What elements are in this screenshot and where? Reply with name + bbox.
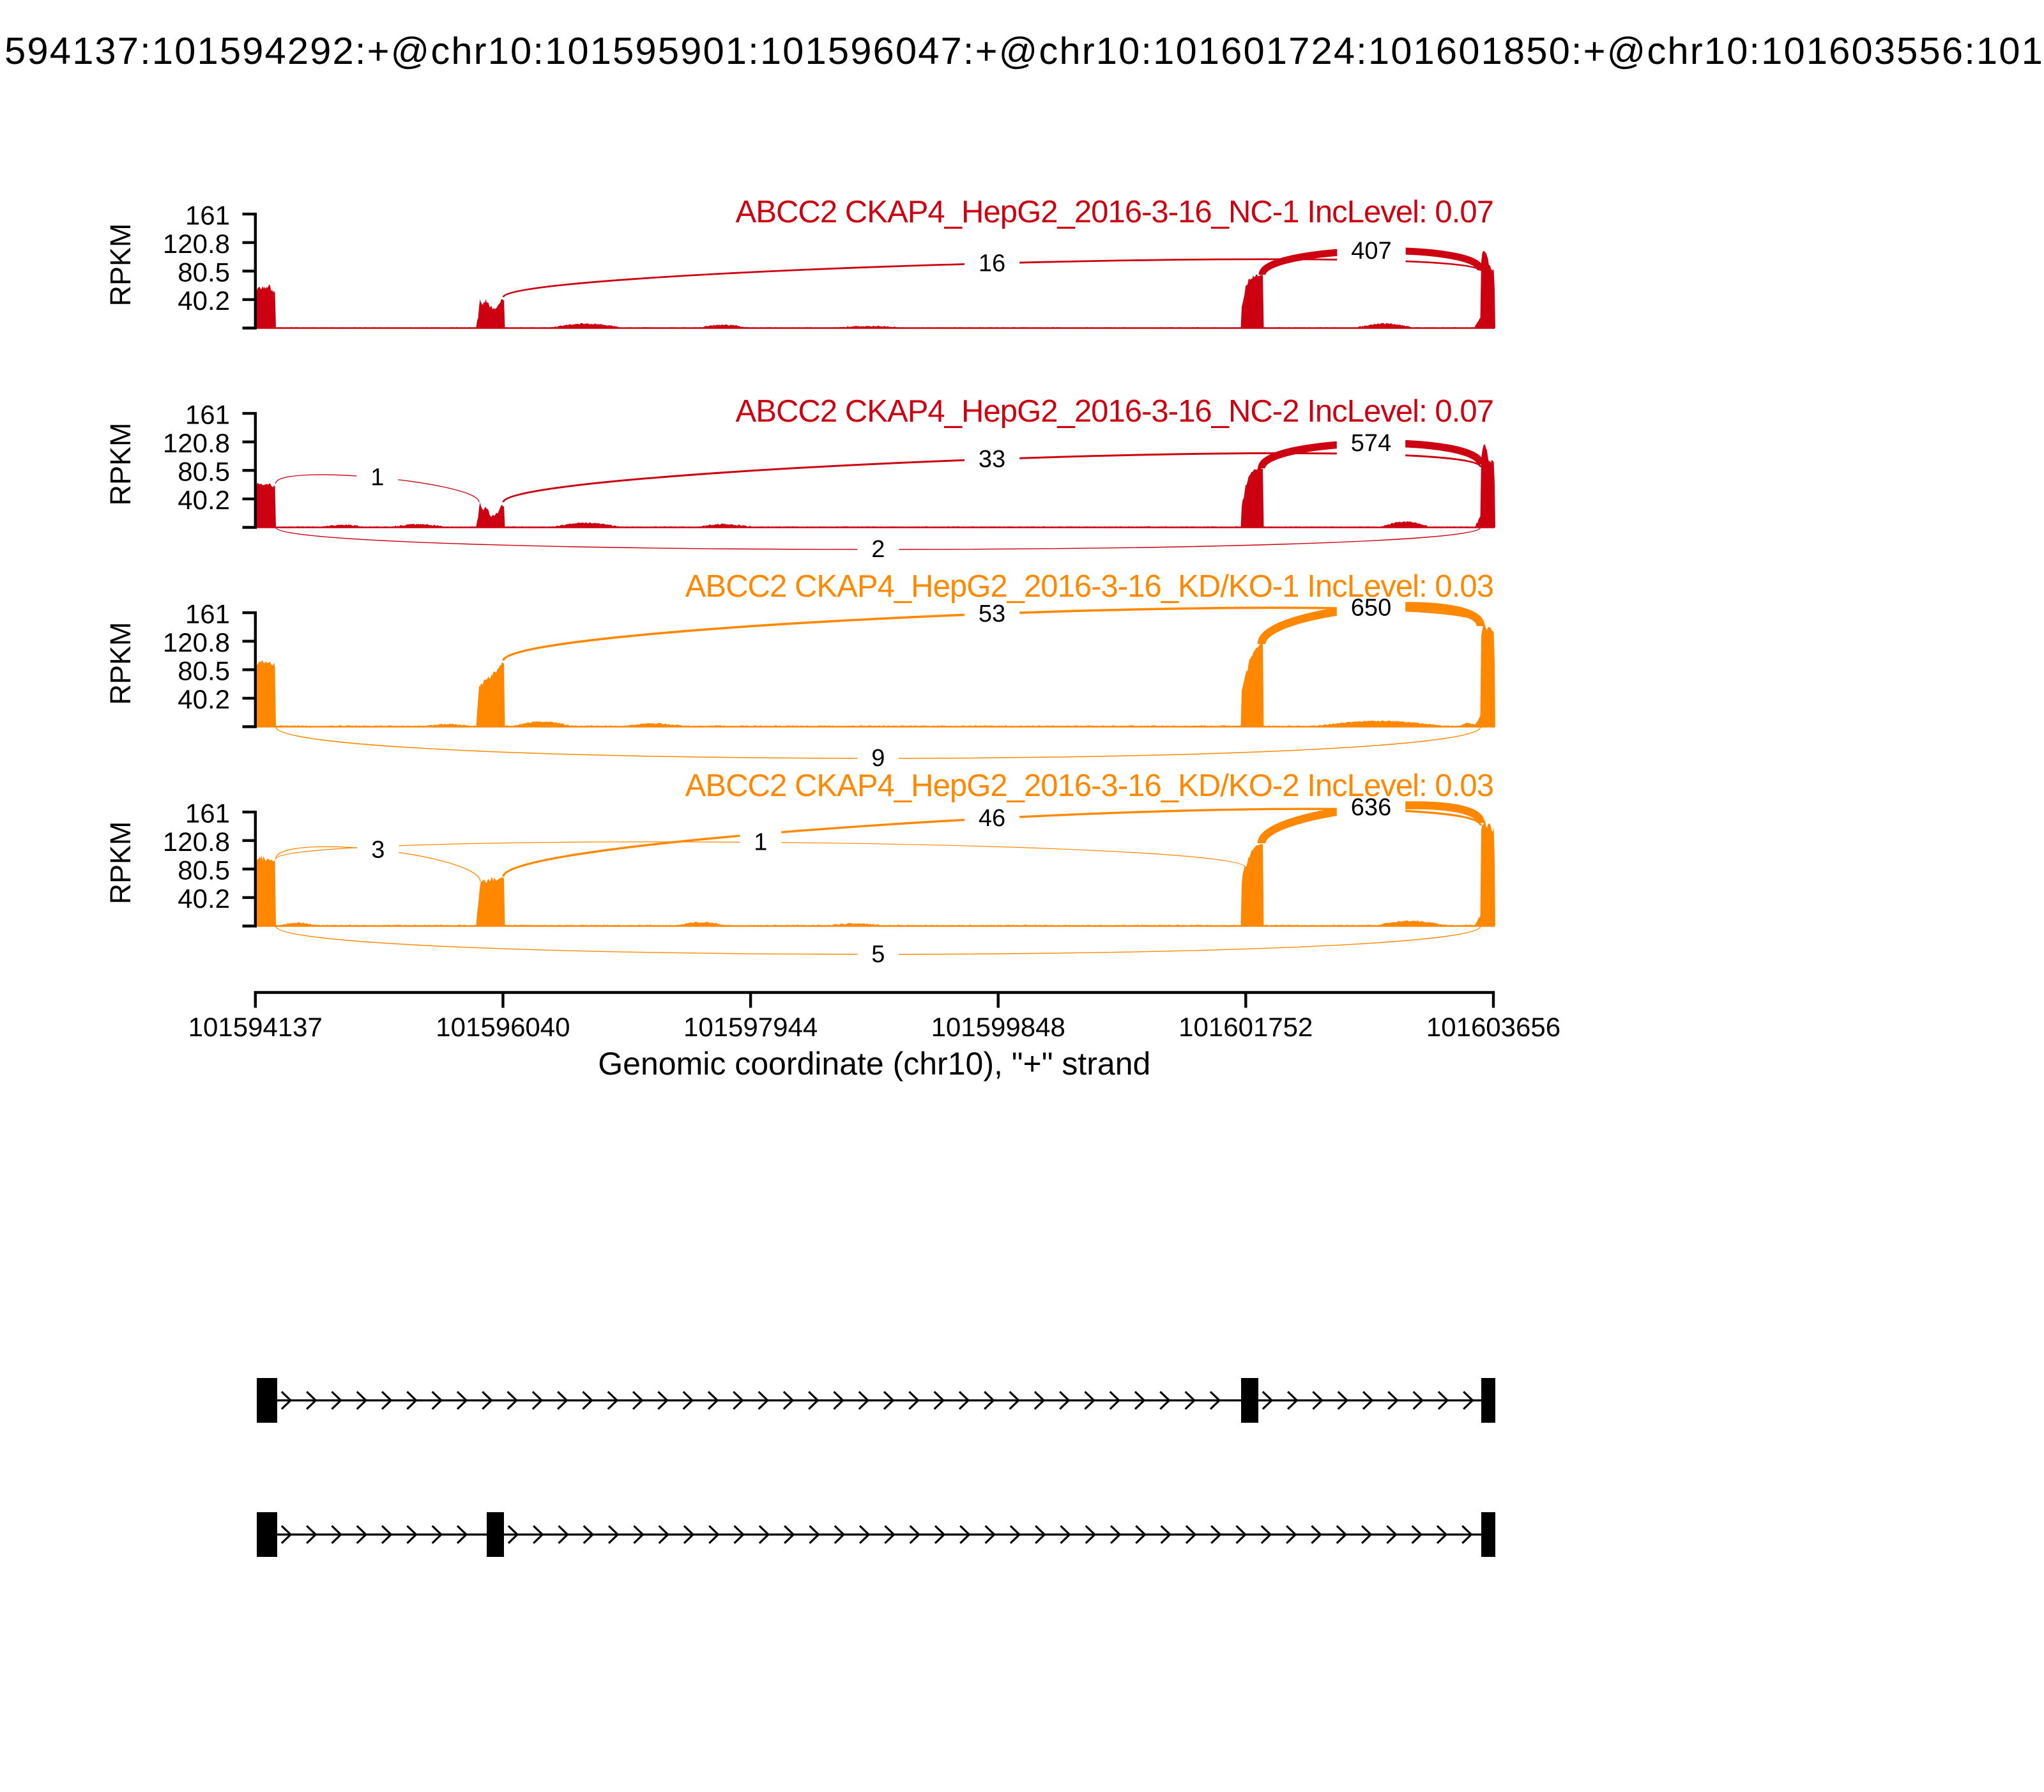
svg-text:574: 574 xyxy=(1351,430,1391,457)
svg-text:16: 16 xyxy=(979,250,1005,277)
svg-text:80.5: 80.5 xyxy=(178,257,230,287)
svg-text:5: 5 xyxy=(871,941,885,968)
svg-text:chr10:101594137:101594292:+@ch: chr10:101594137:101594292:+@chr10:101595… xyxy=(0,29,2044,72)
svg-text:2: 2 xyxy=(871,536,885,563)
svg-text:40.2: 40.2 xyxy=(178,884,230,914)
svg-text:RPKM: RPKM xyxy=(104,223,137,306)
svg-text:101603656: 101603656 xyxy=(1426,1012,1560,1042)
svg-text:161: 161 xyxy=(185,399,230,429)
svg-text:9: 9 xyxy=(871,745,885,772)
svg-text:40.2: 40.2 xyxy=(178,684,230,714)
svg-text:ABCC2 CKAP4_HepG2_2016-3-16_NC: ABCC2 CKAP4_HepG2_2016-3-16_NC-2 IncLeve… xyxy=(736,394,1494,429)
svg-text:101596040: 101596040 xyxy=(436,1012,570,1042)
svg-text:101601752: 101601752 xyxy=(1178,1012,1313,1042)
svg-text:40.2: 40.2 xyxy=(178,485,230,515)
svg-text:101599848: 101599848 xyxy=(931,1012,1065,1042)
svg-text:RPKM: RPKM xyxy=(104,622,137,705)
svg-text:53: 53 xyxy=(979,601,1005,627)
svg-text:101594137: 101594137 xyxy=(188,1012,323,1042)
svg-text:101597944: 101597944 xyxy=(683,1012,818,1042)
svg-text:650: 650 xyxy=(1351,595,1391,622)
svg-text:120.8: 120.8 xyxy=(163,428,230,458)
svg-text:120.8: 120.8 xyxy=(163,229,230,259)
svg-text:120.8: 120.8 xyxy=(163,627,230,657)
svg-text:3: 3 xyxy=(371,837,385,864)
svg-text:80.5: 80.5 xyxy=(178,855,230,885)
svg-text:161: 161 xyxy=(185,599,230,629)
svg-text:80.5: 80.5 xyxy=(178,457,230,487)
svg-text:1: 1 xyxy=(370,464,384,491)
svg-text:RPKM: RPKM xyxy=(104,422,137,505)
svg-text:161: 161 xyxy=(185,798,230,828)
svg-text:RPKM: RPKM xyxy=(104,821,137,904)
svg-text:80.5: 80.5 xyxy=(178,656,230,686)
svg-text:161: 161 xyxy=(185,200,230,230)
svg-text:ABCC2 CKAP4_HepG2_2016-3-16_KD: ABCC2 CKAP4_HepG2_2016-3-16_KD/KO-1 IncL… xyxy=(685,569,1493,604)
svg-text:ABCC2 CKAP4_HepG2_2016-3-16_NC: ABCC2 CKAP4_HepG2_2016-3-16_NC-1 IncLeve… xyxy=(736,195,1494,229)
svg-text:46: 46 xyxy=(979,805,1005,832)
svg-text:120.8: 120.8 xyxy=(163,827,230,857)
svg-text:ABCC2 CKAP4_HepG2_2016-3-16_KD: ABCC2 CKAP4_HepG2_2016-3-16_KD/KO-2 IncL… xyxy=(685,769,1493,803)
svg-text:636: 636 xyxy=(1351,794,1391,821)
svg-text:407: 407 xyxy=(1351,238,1391,264)
svg-text:40.2: 40.2 xyxy=(178,286,230,316)
svg-text:1: 1 xyxy=(754,829,767,856)
svg-text:Genomic coordinate (chr10), "+: Genomic coordinate (chr10), "+" strand xyxy=(598,1046,1150,1082)
svg-text:33: 33 xyxy=(979,446,1005,473)
